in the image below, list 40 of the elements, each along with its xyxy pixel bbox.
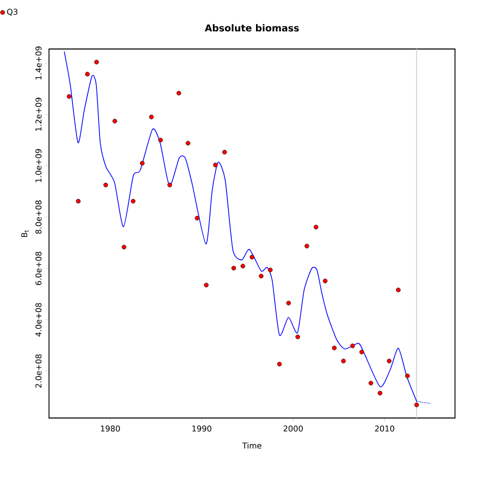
point: [149, 114, 154, 120]
point: [405, 374, 410, 378]
point: [414, 402, 419, 408]
point: [240, 264, 246, 268]
point: [314, 224, 318, 230]
point: [94, 60, 99, 64]
point: [231, 266, 236, 270]
point: [341, 358, 346, 364]
point: [322, 278, 328, 284]
point: [204, 282, 209, 288]
point: [76, 198, 81, 204]
point: [258, 274, 264, 278]
point: [396, 288, 401, 292]
point: [158, 138, 163, 142]
point: [250, 254, 254, 260]
point: [140, 160, 145, 166]
point: [304, 244, 310, 248]
point: [167, 182, 172, 188]
point: [103, 182, 108, 188]
point: [368, 380, 374, 386]
point: [130, 198, 136, 204]
point: [277, 362, 282, 366]
point: [295, 334, 300, 340]
point: [350, 344, 355, 348]
point: [176, 90, 182, 96]
point: [194, 216, 200, 220]
point: [122, 244, 126, 250]
point: [332, 346, 337, 350]
point: [268, 268, 273, 272]
point: [213, 162, 218, 168]
point: [386, 358, 392, 364]
point: [112, 118, 118, 124]
point: [66, 94, 72, 99]
chart-title: Absolute biomass: [204, 24, 299, 32]
point: [286, 300, 291, 306]
point: [359, 350, 364, 354]
point: [222, 150, 227, 154]
point: [85, 72, 90, 76]
point: [186, 140, 190, 146]
point: [378, 390, 382, 396]
